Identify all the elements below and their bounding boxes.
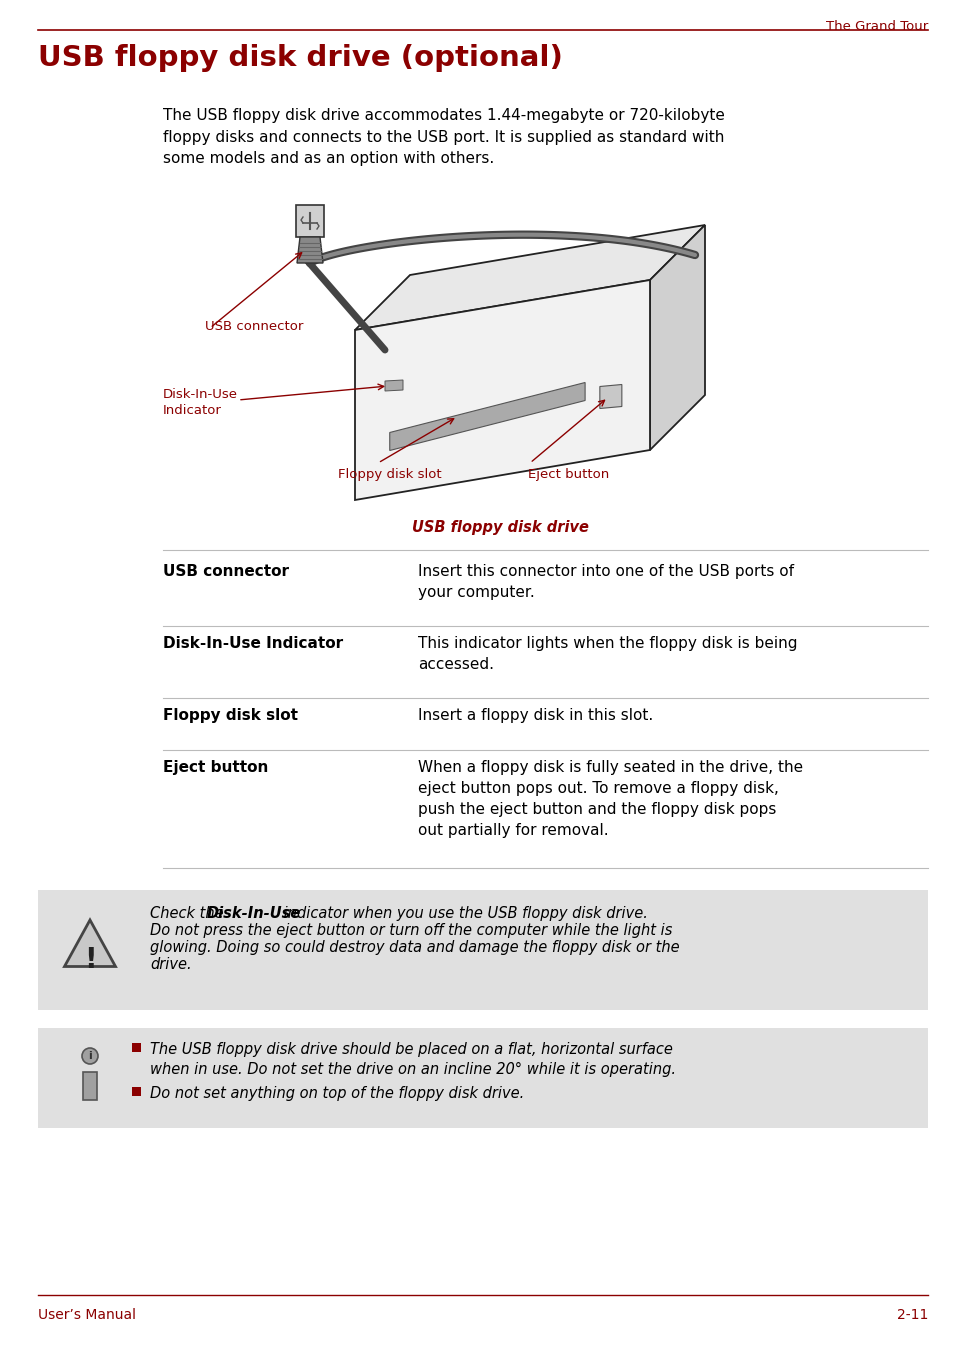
- Text: 2-11: 2-11: [896, 1307, 927, 1322]
- Polygon shape: [65, 919, 115, 967]
- Polygon shape: [296, 237, 323, 264]
- Text: USB floppy disk drive (optional): USB floppy disk drive (optional): [38, 45, 562, 72]
- Text: Eject button: Eject button: [163, 760, 268, 775]
- Circle shape: [82, 1048, 98, 1064]
- Polygon shape: [355, 280, 649, 500]
- Polygon shape: [649, 224, 704, 450]
- Text: Do not press the eject button or turn off the computer while the light is: Do not press the eject button or turn of…: [150, 923, 672, 938]
- Text: i: i: [88, 1051, 91, 1061]
- Text: The USB floppy disk drive accommodates 1.44-megabyte or 720-kilobyte
floppy disk: The USB floppy disk drive accommodates 1…: [163, 108, 724, 166]
- Polygon shape: [38, 890, 927, 1010]
- Text: This indicator lights when the floppy disk is being
accessed.: This indicator lights when the floppy di…: [417, 635, 797, 672]
- Polygon shape: [390, 383, 584, 450]
- Text: Check the: Check the: [150, 906, 228, 921]
- Text: USB floppy disk drive: USB floppy disk drive: [411, 521, 588, 535]
- Bar: [83, 1072, 97, 1101]
- Text: Floppy disk slot: Floppy disk slot: [163, 708, 297, 723]
- Polygon shape: [385, 380, 402, 391]
- Polygon shape: [295, 206, 324, 237]
- Text: User’s Manual: User’s Manual: [38, 1307, 136, 1322]
- Text: When a floppy disk is fully seated in the drive, the
eject button pops out. To r: When a floppy disk is fully seated in th…: [417, 760, 802, 838]
- Bar: [132, 1087, 141, 1096]
- Text: Insert this connector into one of the USB ports of
your computer.: Insert this connector into one of the US…: [417, 564, 793, 600]
- Text: USB connector: USB connector: [163, 564, 289, 579]
- Text: Floppy disk slot: Floppy disk slot: [337, 468, 441, 481]
- Polygon shape: [355, 224, 704, 330]
- Text: Disk-In-Use Indicator: Disk-In-Use Indicator: [163, 635, 343, 652]
- Text: Do not set anything on top of the floppy disk drive.: Do not set anything on top of the floppy…: [150, 1086, 524, 1101]
- Text: USB connector: USB connector: [205, 320, 303, 333]
- Bar: [132, 1042, 141, 1052]
- Text: Disk-In-Use
Indicator: Disk-In-Use Indicator: [163, 388, 237, 416]
- Polygon shape: [38, 1028, 927, 1128]
- Text: Insert a floppy disk in this slot.: Insert a floppy disk in this slot.: [417, 708, 653, 723]
- Text: The USB floppy disk drive should be placed on a flat, horizontal surface
when in: The USB floppy disk drive should be plac…: [150, 1042, 676, 1078]
- Text: The Grand Tour: The Grand Tour: [825, 20, 927, 32]
- Text: indicator when you use the USB floppy disk drive.: indicator when you use the USB floppy di…: [278, 906, 647, 921]
- Text: glowing. Doing so could destroy data and damage the floppy disk or the: glowing. Doing so could destroy data and…: [150, 940, 679, 955]
- Text: drive.: drive.: [150, 957, 192, 972]
- Text: Disk-In-Use: Disk-In-Use: [207, 906, 301, 921]
- Text: !: !: [84, 946, 96, 973]
- Polygon shape: [599, 384, 621, 408]
- Text: Eject button: Eject button: [527, 468, 609, 481]
